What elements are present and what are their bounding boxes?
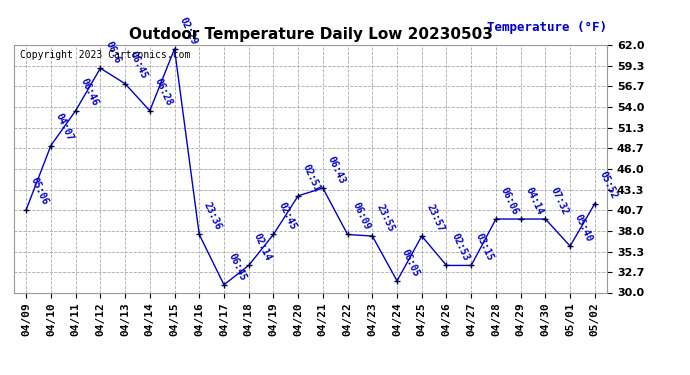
Text: 07:32: 07:32 — [548, 185, 570, 216]
Text: 05:06: 05:06 — [29, 176, 50, 207]
Text: 06:43: 06:43 — [326, 154, 347, 185]
Text: 04:14: 04:14 — [524, 185, 545, 216]
Text: 23:55: 23:55 — [375, 202, 397, 233]
Text: 04:07: 04:07 — [54, 112, 75, 143]
Text: 06:45: 06:45 — [128, 50, 149, 81]
Text: 06:06: 06:06 — [499, 185, 520, 216]
Text: 23:57: 23:57 — [424, 202, 446, 233]
Text: 02:45: 02:45 — [276, 201, 297, 232]
Text: 02:53: 02:53 — [449, 232, 471, 262]
Title: Outdoor Temperature Daily Low 20230503: Outdoor Temperature Daily Low 20230503 — [128, 27, 493, 42]
Text: 06:6: 06:6 — [103, 40, 122, 65]
Text: 02:29: 02:29 — [177, 15, 199, 46]
Text: 06:05: 06:05 — [400, 247, 422, 278]
Text: 05:40: 05:40 — [573, 213, 594, 243]
Text: 23:36: 23:36 — [202, 201, 224, 232]
Text: 06:46: 06:46 — [79, 77, 100, 108]
Text: 05:52: 05:52 — [598, 170, 619, 201]
Text: 02:14: 02:14 — [251, 232, 273, 262]
Text: 06:28: 06:28 — [152, 77, 174, 108]
Text: 03:15: 03:15 — [474, 232, 495, 262]
Text: Temperature (°F): Temperature (°F) — [487, 21, 607, 34]
Text: Copyright 2023 Cartronics.com: Copyright 2023 Cartronics.com — [20, 50, 190, 60]
Text: 02:51: 02:51 — [301, 162, 322, 193]
Text: 06:45: 06:45 — [227, 251, 248, 282]
Text: 06:09: 06:09 — [351, 201, 372, 232]
